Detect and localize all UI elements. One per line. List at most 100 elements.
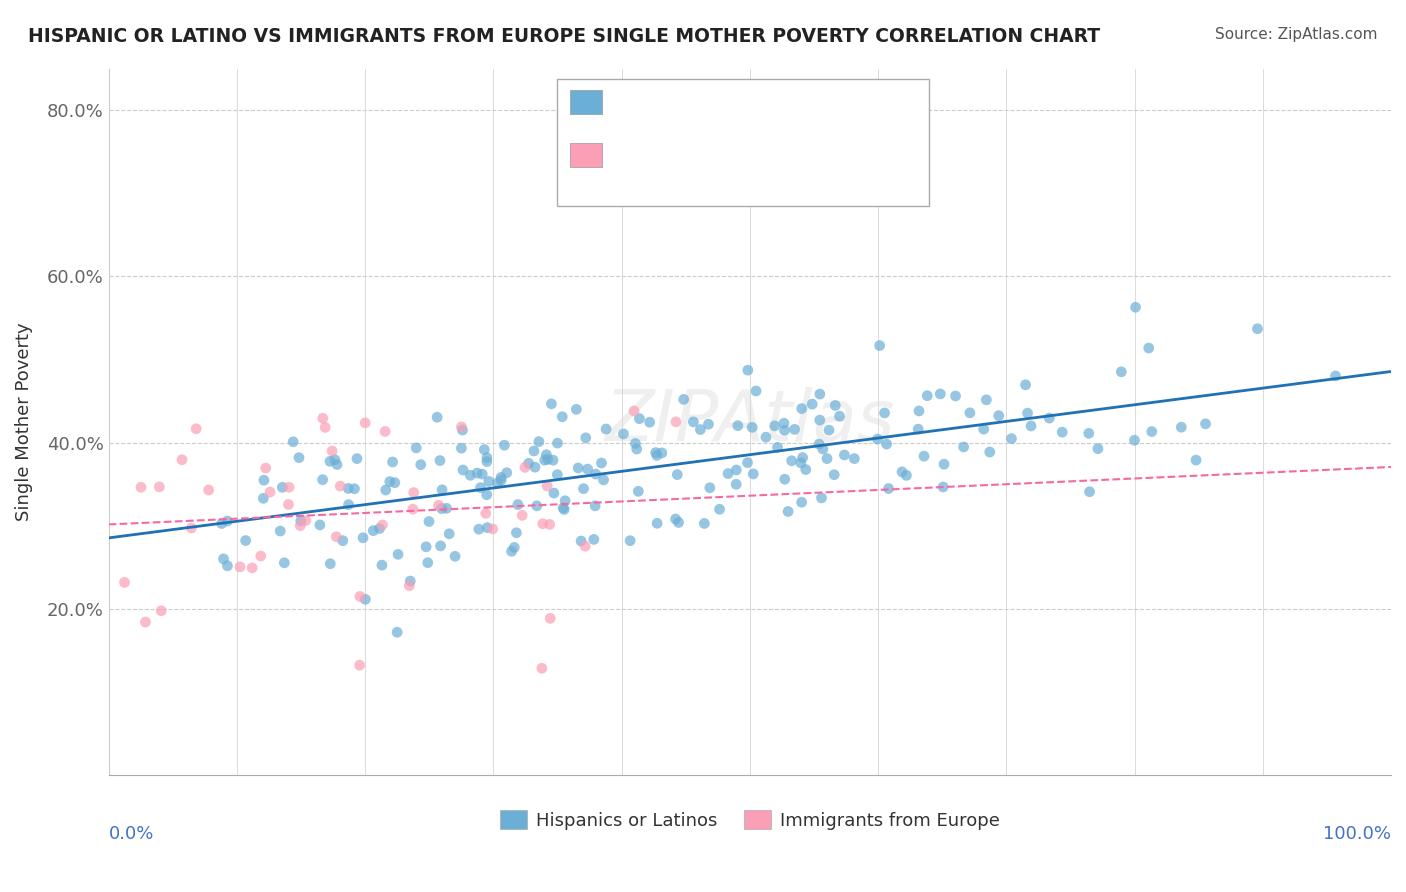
Point	[278, 480, 301, 494]
Point	[402, 485, 425, 500]
Point	[741, 420, 763, 434]
Point	[1077, 426, 1099, 441]
Point	[399, 574, 422, 588]
Point	[877, 482, 900, 496]
Point	[907, 422, 929, 436]
Point	[349, 658, 371, 673]
Point	[945, 389, 967, 403]
Text: R = 0.076   N =  45: R = 0.076 N = 45	[621, 143, 813, 161]
Point	[551, 409, 574, 424]
Point	[332, 533, 354, 548]
Point	[437, 526, 460, 541]
Point	[823, 467, 845, 482]
Point	[402, 502, 425, 516]
Point	[773, 423, 796, 437]
Point	[409, 458, 432, 472]
Point	[624, 436, 647, 450]
Point	[450, 441, 472, 455]
Point	[815, 451, 838, 466]
Point	[1194, 417, 1216, 431]
Point	[737, 456, 759, 470]
Point	[326, 458, 349, 472]
Point	[354, 592, 377, 607]
Point	[783, 422, 806, 436]
Point	[451, 463, 474, 477]
FancyBboxPatch shape	[571, 143, 602, 168]
Point	[444, 549, 467, 564]
Point	[475, 450, 498, 465]
Point	[506, 498, 529, 512]
Text: 0.0%: 0.0%	[108, 825, 155, 843]
Point	[378, 475, 401, 489]
Point	[540, 397, 562, 411]
Point	[725, 463, 748, 477]
Point	[1017, 406, 1039, 420]
Point	[810, 491, 832, 505]
Point	[186, 422, 208, 436]
Point	[1170, 420, 1192, 434]
Point	[1137, 341, 1160, 355]
Point	[668, 516, 690, 530]
Point	[290, 514, 312, 528]
Point	[778, 504, 800, 518]
Point	[470, 481, 492, 495]
Point	[150, 604, 173, 618]
Point	[866, 432, 889, 446]
Point	[312, 411, 335, 425]
Point	[627, 484, 650, 499]
Point	[323, 452, 346, 467]
Point	[531, 516, 554, 531]
Point	[273, 556, 295, 570]
Point	[896, 468, 918, 483]
Point	[450, 420, 472, 434]
Point	[513, 460, 536, 475]
Point	[959, 406, 981, 420]
FancyBboxPatch shape	[571, 90, 602, 114]
Point	[682, 415, 704, 429]
Point	[489, 470, 512, 484]
Point	[418, 515, 440, 529]
Point	[811, 442, 834, 456]
Point	[709, 502, 731, 516]
Point	[530, 661, 553, 675]
Point	[430, 501, 453, 516]
Point	[908, 404, 931, 418]
Point	[337, 498, 360, 512]
Point	[354, 416, 377, 430]
Point	[277, 498, 299, 512]
Point	[565, 402, 588, 417]
Point	[554, 493, 576, 508]
Point	[368, 522, 391, 536]
Point	[517, 456, 540, 470]
Point	[567, 461, 589, 475]
Point	[212, 552, 235, 566]
Point	[249, 549, 271, 563]
Point	[818, 423, 841, 437]
Point	[489, 473, 512, 487]
Y-axis label: Single Mother Poverty: Single Mother Poverty	[15, 323, 32, 521]
Point	[737, 363, 759, 377]
Point	[295, 514, 318, 528]
Point	[929, 387, 952, 401]
Point	[645, 516, 668, 531]
Point	[527, 434, 550, 449]
Point	[1050, 425, 1073, 439]
Point	[585, 467, 607, 482]
Point	[546, 436, 568, 450]
Point	[766, 441, 789, 455]
Text: HISPANIC OR LATINO VS IMMIGRANTS FROM EUROPE SINGLE MOTHER POVERTY CORRELATION C: HISPANIC OR LATINO VS IMMIGRANTS FROM EU…	[28, 27, 1101, 45]
Point	[1140, 425, 1163, 439]
Point	[475, 454, 498, 468]
Point	[1087, 442, 1109, 456]
Point	[503, 541, 526, 555]
Point	[474, 506, 496, 520]
Point	[235, 533, 257, 548]
Point	[808, 387, 831, 401]
Point	[253, 473, 276, 487]
Point	[465, 466, 488, 480]
Point	[1324, 368, 1347, 383]
Point	[638, 415, 661, 429]
Point	[290, 518, 312, 533]
Point	[623, 404, 645, 418]
Point	[1014, 377, 1036, 392]
